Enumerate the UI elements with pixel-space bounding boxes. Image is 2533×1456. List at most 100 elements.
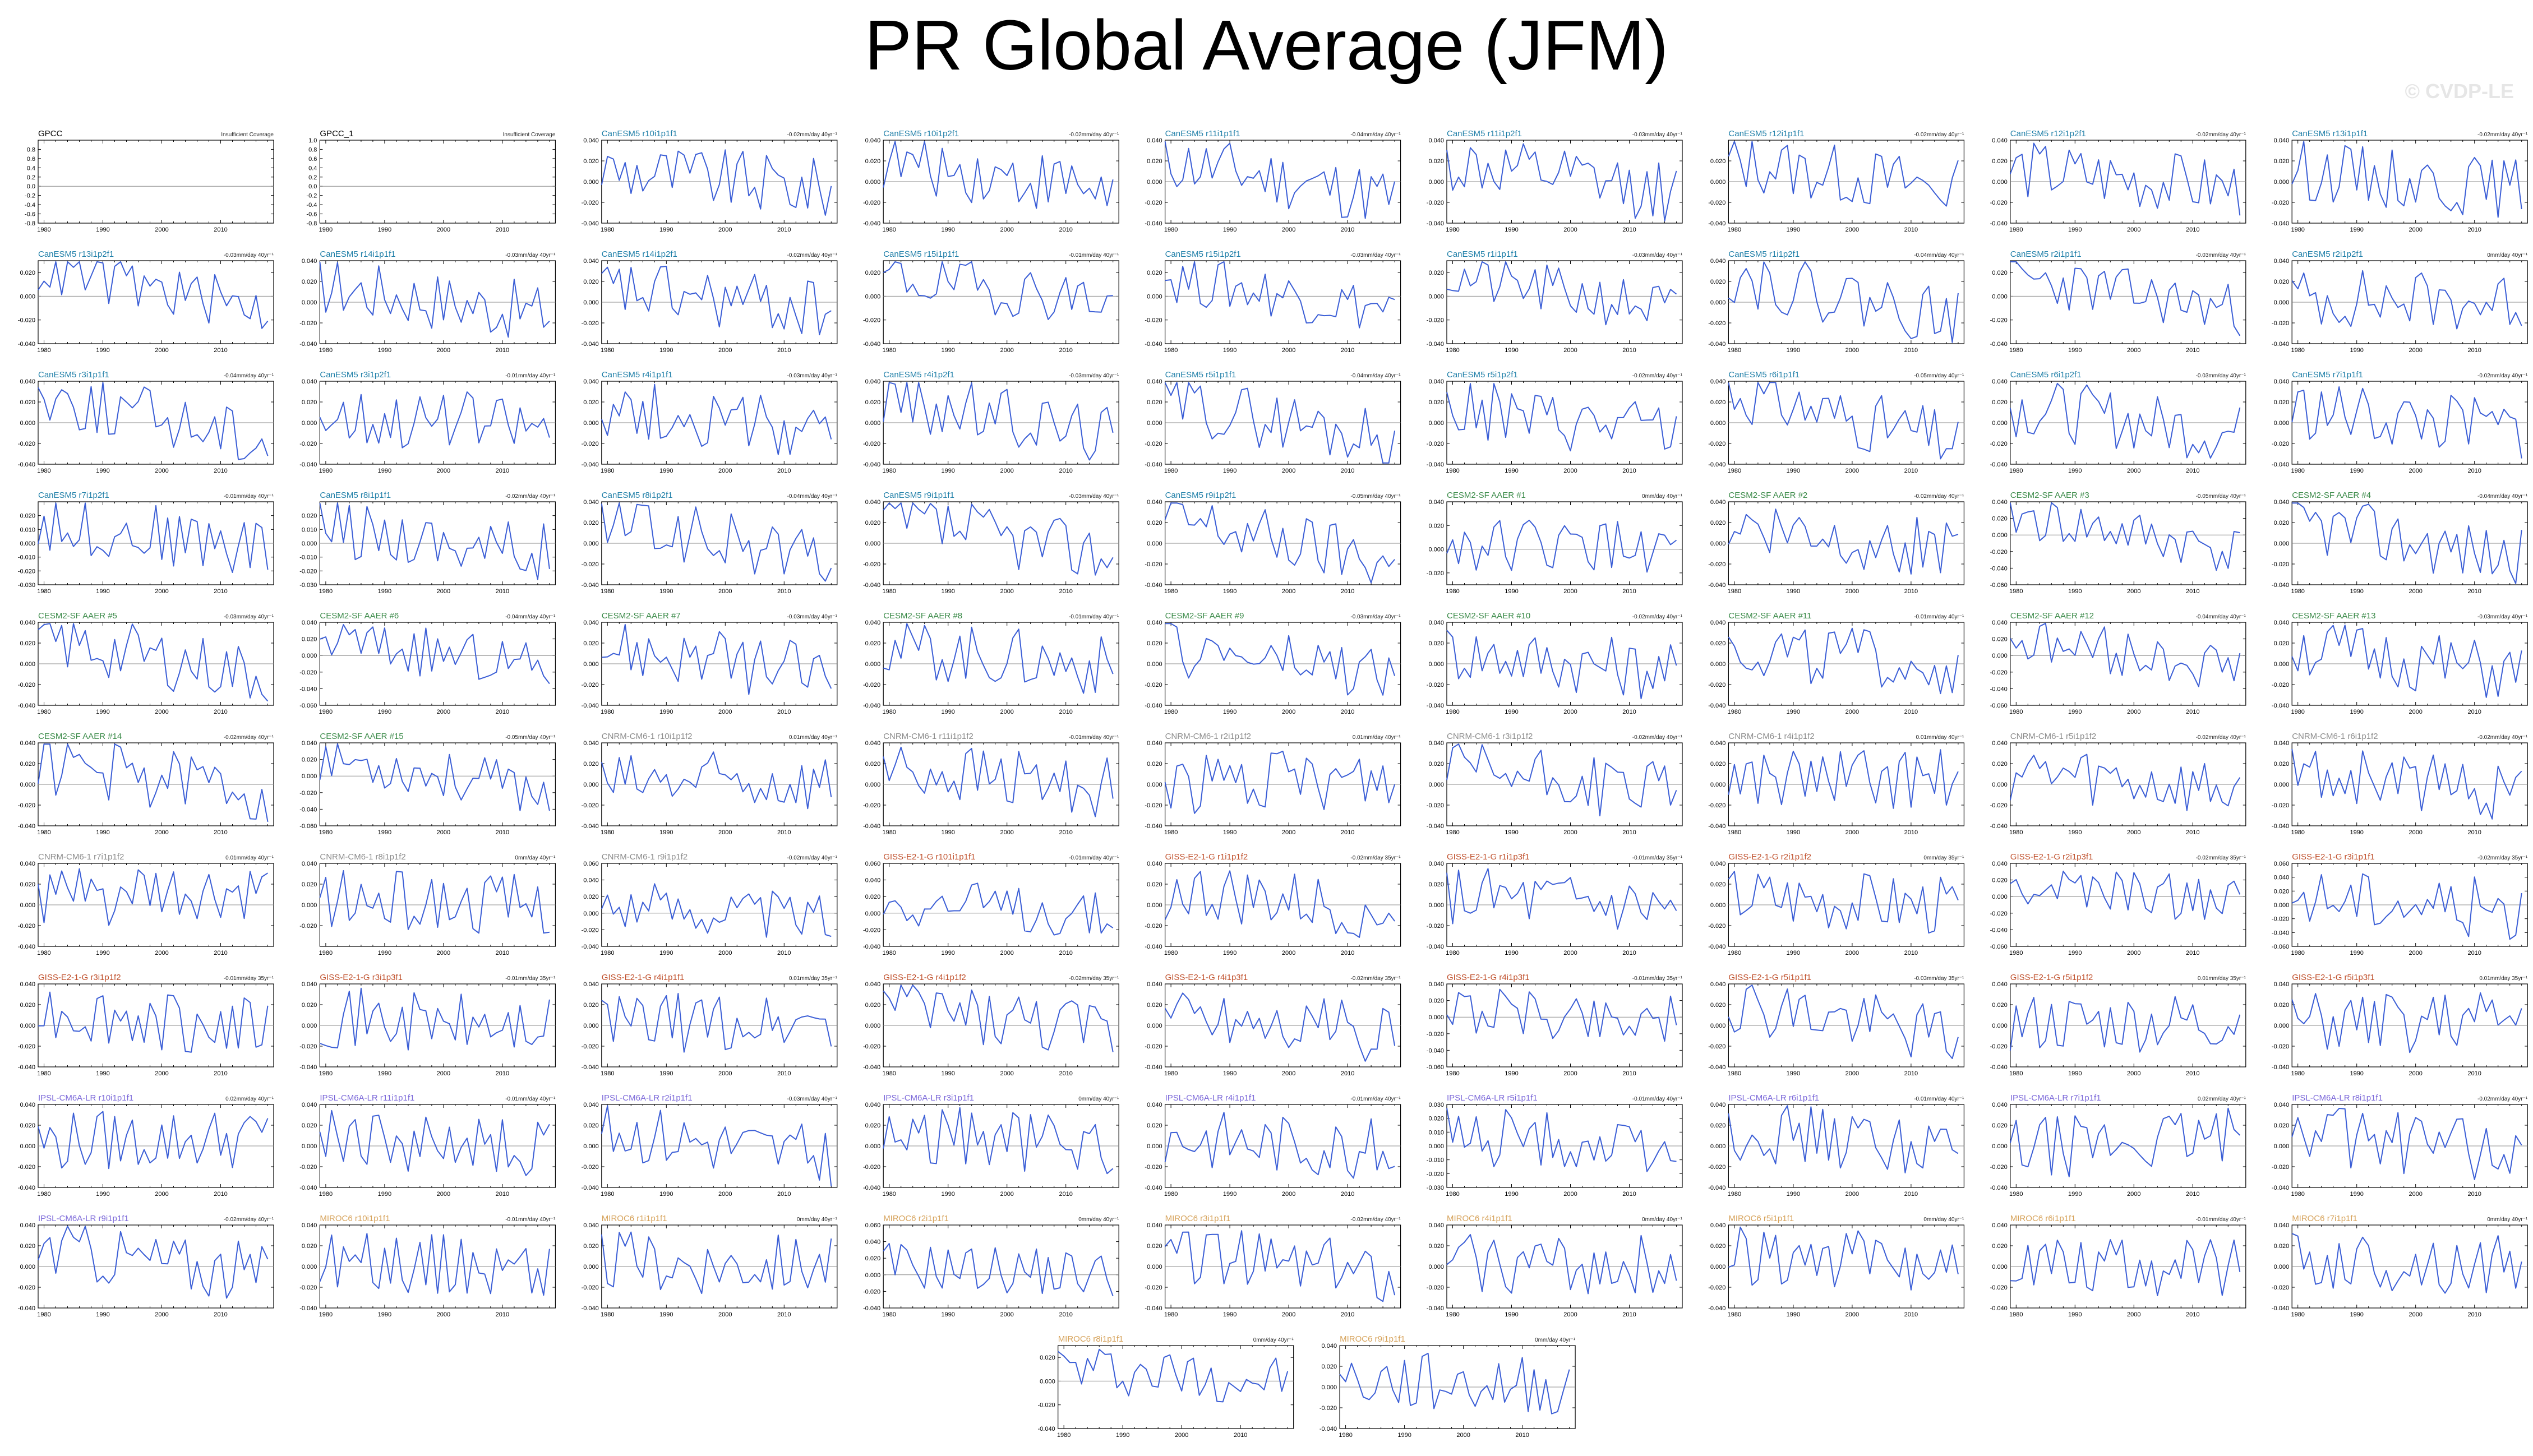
x-tick-label: 2000: [2127, 468, 2140, 474]
x-tick-label: 2000: [1000, 829, 1013, 836]
y-tick-label: 0.000: [1992, 420, 2008, 427]
y-tick-label: -0.2: [25, 193, 35, 200]
y-tick-label: 0.040: [302, 981, 317, 988]
trend-label: -0.01mm/day 35yr⁻¹: [1632, 855, 1683, 861]
panel-title: CanESM5 r7i1p2f1: [38, 491, 109, 500]
y-tick-label: 0.000: [865, 540, 881, 547]
x-tick-label: 2000: [1000, 227, 1013, 233]
series-line: [1164, 382, 1396, 464]
y-tick-label: 0.000: [1147, 782, 1162, 788]
x-tick-label: 1980: [319, 829, 333, 836]
x-tick-label: 1990: [1505, 347, 1518, 354]
trend-label: 0mm/day 40yr⁻¹: [1078, 1096, 1119, 1102]
trend-label: -0.02mm/day 35yr⁻¹: [1350, 976, 1401, 982]
y-tick-label: 0.0: [308, 183, 317, 190]
y-tick-label: -0.040: [863, 823, 880, 830]
y-tick-label: 0.000: [20, 1143, 35, 1150]
y-tick-label: 0.020: [1710, 640, 1726, 647]
chart-panel: CanESM5 r15i1p2f1 -0.03mm/day 40yr⁻¹ 0.020…: [1145, 249, 1401, 354]
chart-panel: CanESM5 r4i1p1f1 -0.03mm/day 40yr⁻¹ 0.040 0…: [582, 370, 838, 474]
x-tick-label: 1990: [2068, 588, 2082, 595]
trend-label: -0.03mm/day 40yr⁻¹: [1069, 373, 1119, 379]
y-tick-label: 0.040: [1992, 499, 2008, 506]
y-tick-label: 0.020: [865, 894, 881, 900]
y-tick-label: -0.020: [1427, 317, 1444, 324]
x-tick-label: 1990: [1223, 1070, 1236, 1077]
x-tick-label: 2000: [2409, 468, 2422, 474]
y-tick-label: 0.000: [20, 661, 35, 668]
panel-title: CanESM5 r3i1p1f1: [38, 370, 109, 380]
panel-title: CNRM-CM6-1 r5i1p1f2: [2010, 732, 2096, 741]
y-tick-label: 0.020: [1992, 158, 2008, 165]
y-tick-label: -0.040: [1145, 461, 1162, 468]
y-tick-label: -0.040: [2272, 930, 2289, 936]
y-tick-label: 0.000: [2274, 420, 2290, 427]
y-tick-label: -0.040: [1708, 341, 1725, 348]
x-tick-label: 1990: [941, 1191, 954, 1198]
y-tick-label: 0.040: [20, 740, 35, 747]
x-tick-label: 2000: [2409, 950, 2422, 956]
plot-frame: [38, 140, 274, 224]
y-tick-label: -0.020: [18, 568, 35, 575]
series-line: [1446, 868, 1677, 930]
x-tick-label: 2000: [2127, 588, 2140, 595]
chart-panel: CanESM5 r4i1p2f1 -0.03mm/day 40yr⁻¹ 0.040 0…: [863, 370, 1119, 474]
series-line: [1446, 261, 1677, 326]
chart-panel: GISS-E2-1-G r3i1p1f2 -0.01mm/day 35yr⁻¹ 0.…: [18, 973, 274, 1077]
x-tick-label: 2000: [2409, 709, 2422, 715]
y-tick-label: -0.040: [1708, 823, 1725, 830]
y-tick-label: 0.020: [583, 640, 599, 647]
series-line: [883, 502, 1114, 576]
series-line: [319, 262, 550, 338]
y-tick-label: -0.020: [18, 441, 35, 447]
trend-label: 0.01mm/day 35yr⁻¹: [2198, 976, 2246, 982]
trend-label: -0.03mm/day 40yr⁻¹: [1350, 614, 1401, 620]
y-tick-label: 0.040: [583, 1102, 599, 1108]
x-tick-label: 1990: [1223, 347, 1236, 354]
y-tick-label: -0.020: [1145, 1043, 1162, 1050]
y-tick-label: 0.040: [583, 740, 599, 747]
x-tick-label: 2000: [2127, 950, 2140, 956]
x-tick-label: 2010: [214, 1070, 227, 1077]
y-tick-label: -0.040: [2272, 341, 2289, 348]
x-tick-label: 2000: [1282, 709, 1295, 715]
y-tick-label: -0.040: [299, 341, 317, 348]
x-tick-label: 1990: [1787, 829, 1800, 836]
x-tick-label: 1980: [319, 1070, 333, 1077]
series-line: [1446, 630, 1677, 700]
y-tick-label: 0.020: [1147, 640, 1162, 647]
panel-title: CanESM5 r15i1p1f1: [883, 249, 959, 259]
y-tick-label: -0.020: [863, 1164, 880, 1171]
x-tick-label: 1990: [96, 950, 109, 956]
series-line: [2291, 873, 2522, 940]
y-tick-label: -0.020: [1427, 1031, 1444, 1038]
x-tick-label: 1980: [37, 468, 50, 474]
x-tick-label: 2010: [1904, 709, 1918, 715]
chart-panel: CESM2-SF AAER #12 -0.04mm/day 40yr⁻¹ 0.040…: [1990, 611, 2246, 715]
y-tick-label: 0.040: [1428, 740, 1444, 747]
y-tick-label: 0.000: [1710, 299, 1726, 306]
y-tick-label: 0.0: [27, 183, 35, 190]
y-tick-label: 0.000: [1428, 420, 1444, 427]
y-tick-label: 0.020: [1710, 279, 1726, 285]
panel-title: GPCC_1: [320, 129, 353, 138]
chart-panel: CanESM5 r11i1p2f1 -0.03mm/day 40yr⁻¹ 0.040…: [1427, 129, 1683, 233]
y-tick-label: 0.060: [583, 861, 599, 867]
x-tick-label: 2000: [1845, 227, 1859, 233]
y-tick-label: 0.000: [1147, 1143, 1162, 1150]
trend-label: -0.05mm/day 40yr⁻¹: [1914, 373, 1964, 379]
x-tick-label: 2010: [2186, 468, 2199, 474]
x-tick-label: 2010: [1341, 347, 1354, 354]
y-tick-label: -0.040: [1427, 1047, 1444, 1054]
x-tick-label: 1990: [1505, 468, 1518, 474]
y-tick-label: 0.020: [1428, 399, 1444, 406]
y-tick-label: 0.020: [1147, 1002, 1162, 1009]
y-tick-label: 0.000: [1428, 547, 1444, 553]
x-tick-label: 2000: [1845, 468, 1859, 474]
y-tick-label: 0.000: [1147, 661, 1162, 668]
series-line: [320, 987, 550, 1051]
series-line: [1164, 141, 1396, 219]
x-tick-label: 1980: [601, 227, 614, 233]
series-line: [319, 1110, 550, 1176]
x-tick-label: 1990: [378, 829, 391, 836]
